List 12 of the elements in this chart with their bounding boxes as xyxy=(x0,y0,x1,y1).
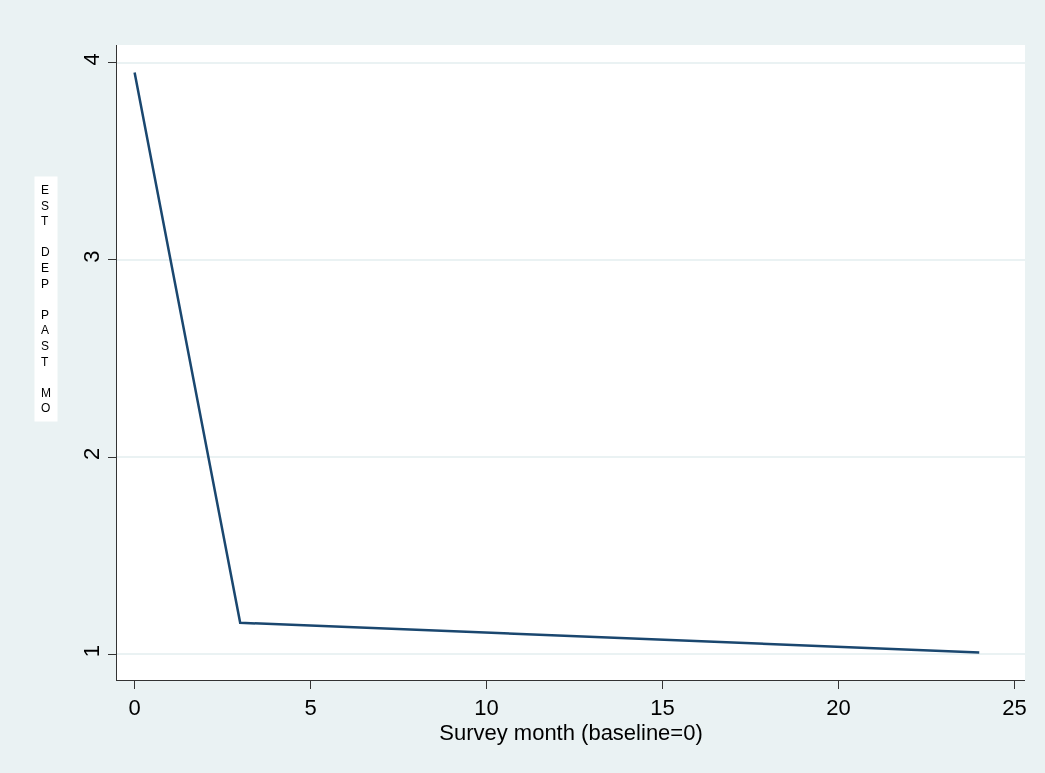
y-tick-label: 4 xyxy=(79,53,105,66)
y-tick-label: 1 xyxy=(79,644,105,658)
x-tick-label: 0 xyxy=(128,695,141,721)
text: EST DEP PAST MO xyxy=(41,183,51,416)
x-tick-label: 25 xyxy=(1002,695,1027,721)
x-tick-label: 15 xyxy=(650,695,675,721)
x-tick-label: 10 xyxy=(474,695,499,721)
y-tick-label: 3 xyxy=(79,250,105,263)
x-axis-title: Survey month (baseline=0) xyxy=(439,720,703,746)
x-tick-label: 5 xyxy=(304,695,317,721)
x-tick-label: 20 xyxy=(826,695,851,721)
y-tick-label: 2 xyxy=(79,447,105,460)
